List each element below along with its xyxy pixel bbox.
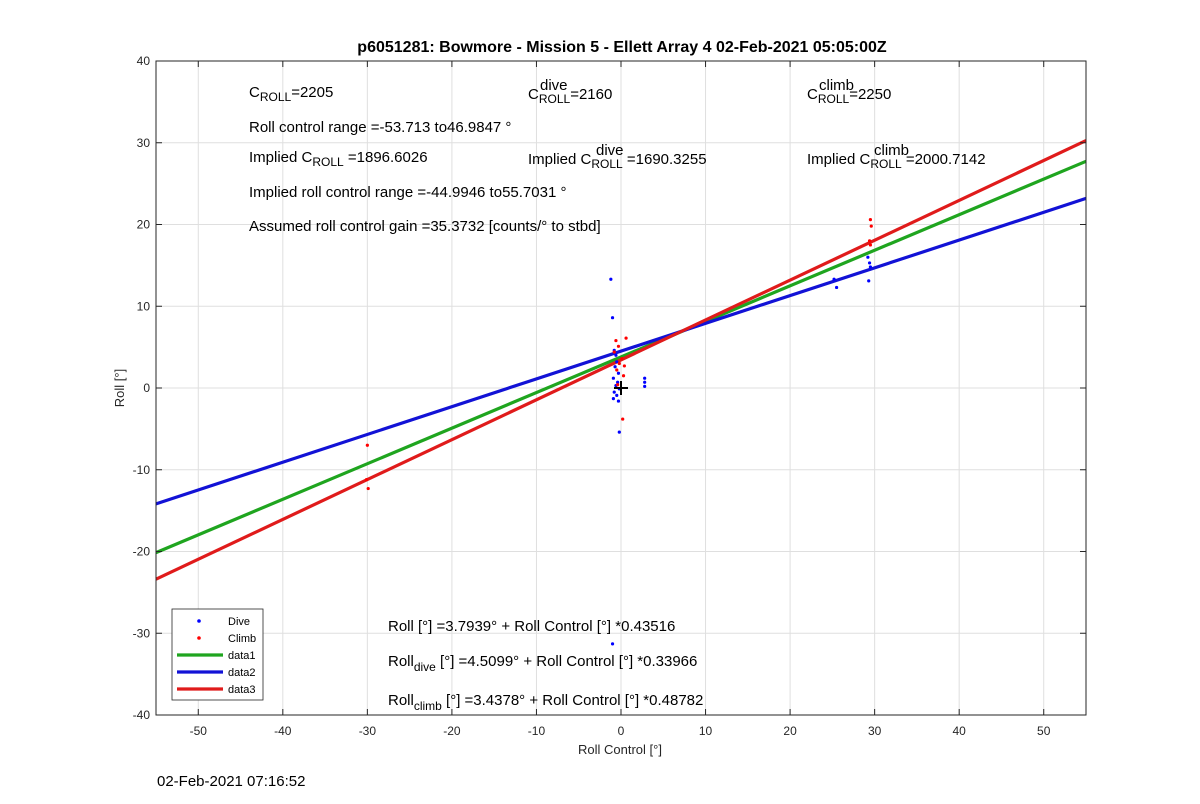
fit-line-data1 <box>155 159 1087 555</box>
annotation-implied-c-dive-sup: dive <box>596 142 624 159</box>
point-dive <box>616 380 620 384</box>
point-dive <box>643 384 647 388</box>
fit-line-data2 <box>155 196 1087 506</box>
legend-label-climb: Climb <box>228 633 256 645</box>
point-climb <box>868 243 873 247</box>
point-dive <box>867 279 871 283</box>
legend-marker-dive <box>197 619 201 623</box>
annotation-implied-c-roll: Implied CROLL =1896.6026 <box>249 149 428 169</box>
y-tick-label: 40 <box>137 54 151 68</box>
x-tick-label: -40 <box>274 724 292 738</box>
annotation-implied-c-climb: Implied CROLL =2000.7142 <box>807 151 986 171</box>
point-climb <box>867 239 872 243</box>
point-dive <box>611 397 615 401</box>
x-tick-label: 30 <box>868 724 882 738</box>
legend-label-data3: data3 <box>228 684 256 696</box>
annotation-c-climb: CROLL=2250 <box>807 86 891 106</box>
annotation-implied-c-dive: Implied CROLL =1690.3255 <box>528 151 707 171</box>
point-dive <box>614 353 618 357</box>
x-tick-label: 40 <box>953 724 967 738</box>
legend-label-data2: data2 <box>228 667 256 679</box>
point-dive <box>867 261 872 265</box>
annotation-c-climb-sup: climb <box>819 77 854 94</box>
data-points <box>364 217 873 646</box>
point-dive <box>613 365 617 369</box>
y-axis-label: Roll [°] <box>112 369 127 407</box>
point-climb <box>869 224 873 228</box>
x-tick-label: 0 <box>618 724 625 738</box>
annotation-c-roll: CROLL=2205 <box>249 84 333 104</box>
point-dive <box>643 376 647 380</box>
point-climb <box>620 356 624 361</box>
x-tick-label: -30 <box>359 724 377 738</box>
annotation-c-dive: CROLL=2160 <box>528 86 612 106</box>
point-climb <box>614 338 618 343</box>
point-climb <box>615 368 619 372</box>
point-climb <box>365 443 369 447</box>
y-tick-label: -30 <box>133 626 151 640</box>
equation-climb: Rollclimb [°] =3.4378° + Roll Control [°… <box>388 692 703 713</box>
point-dive <box>616 371 621 375</box>
point-climb <box>612 350 616 354</box>
point-climb <box>622 364 626 368</box>
annotation-c-dive-sup: dive <box>540 77 568 94</box>
legend: Dive Climb data1 data2 data3 <box>171 608 264 701</box>
point-dive <box>868 265 873 269</box>
point-dive <box>615 393 619 397</box>
point-dive <box>643 380 647 384</box>
point-dive <box>615 360 619 364</box>
point-climb <box>366 486 370 491</box>
x-tick-label: -20 <box>443 724 461 738</box>
annotation-implied-range: Implied roll control range =-44.9946 to5… <box>249 184 566 201</box>
chart-title: p6051281: Bowmore - Mission 5 - Ellett A… <box>357 39 887 56</box>
point-dive <box>834 285 839 290</box>
timestamp: 02-Feb-2021 07:16:52 <box>157 773 306 790</box>
y-tick-label: 30 <box>137 136 151 150</box>
x-axis-label: Roll Control [°] <box>578 742 662 757</box>
point-dive <box>610 316 615 320</box>
plot-area: -50 -40 -30 -20 -10 0 10 20 30 40 50 -40 -30 -20 -10 0 1… <box>133 54 1087 738</box>
point-climb <box>624 336 628 340</box>
point-climb <box>617 361 621 366</box>
point-climb <box>868 217 873 222</box>
equation-all: Roll [°] =3.7939° + Roll Control [°] *0.… <box>388 618 675 635</box>
point-climb <box>616 383 620 387</box>
y-tick-label: -20 <box>133 545 151 559</box>
y-tick-label: 0 <box>143 381 150 395</box>
legend-marker-climb <box>197 636 201 640</box>
y-tick-label: -10 <box>133 463 151 477</box>
point-climb <box>621 374 626 378</box>
y-tick-label: -40 <box>133 708 151 722</box>
point-dive <box>832 277 836 281</box>
annotation-range: Roll control range =-53.713 to46.9847 ° <box>249 119 511 136</box>
x-tick-label: 10 <box>699 724 713 738</box>
y-tick-label: 10 <box>137 299 151 313</box>
annotation-implied-c-climb-sup: climb <box>874 142 909 159</box>
point-dive <box>610 642 615 646</box>
point-dive <box>866 255 870 259</box>
point-dive <box>609 277 613 281</box>
y-tick-label: 20 <box>137 218 151 232</box>
annotation-gain: Assumed roll control gain =35.3732 [coun… <box>249 218 601 235</box>
point-dive <box>617 430 621 434</box>
x-tick-label: 20 <box>783 724 797 738</box>
point-climb <box>616 344 621 348</box>
point-dive <box>612 390 616 394</box>
legend-label-dive: Dive <box>228 616 250 628</box>
legend-items: Dive Climb data1 data2 data3 <box>177 616 256 696</box>
equation-dive: Rolldive [°] =4.5099° + Roll Control [°]… <box>388 653 697 674</box>
x-tick-label: 50 <box>1037 724 1051 738</box>
x-tick-label: -10 <box>528 724 546 738</box>
point-dive <box>611 376 615 380</box>
point-dive <box>616 399 621 403</box>
legend-label-data1: data1 <box>228 650 256 662</box>
point-climb <box>364 477 369 482</box>
axis-ticks: -50 -40 -30 -20 -10 0 10 20 30 40 50 -40 -30 -20 -10 0 1… <box>133 54 1086 738</box>
point-climb <box>621 417 625 421</box>
x-tick-label: -50 <box>190 724 208 738</box>
